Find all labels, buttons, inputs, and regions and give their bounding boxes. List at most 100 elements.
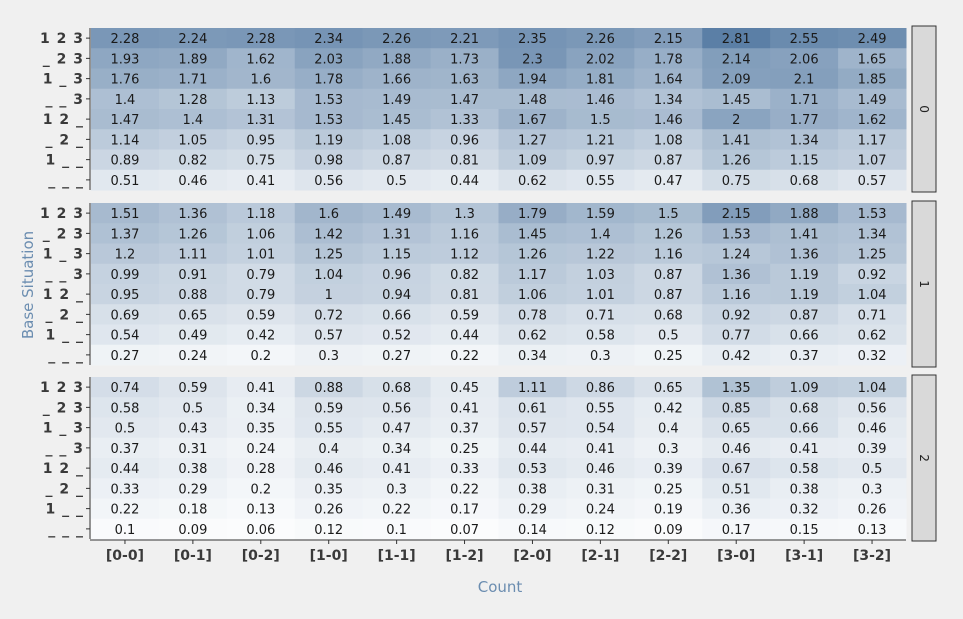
cell-value-label: 0.35 bbox=[314, 482, 343, 497]
heat-cell bbox=[498, 149, 567, 171]
heat-cell bbox=[498, 498, 567, 520]
facet-strip bbox=[911, 25, 937, 193]
cell-value-label: 2.55 bbox=[790, 32, 819, 47]
cell-value-label: 0.79 bbox=[246, 288, 275, 303]
cell-value-label: 0.22 bbox=[110, 503, 139, 518]
cell-value-label: 0.27 bbox=[382, 349, 411, 364]
facet-strip bbox=[911, 374, 937, 542]
heat-cell bbox=[566, 68, 635, 90]
heat-cell bbox=[158, 417, 228, 439]
cell-value-label: 1.09 bbox=[790, 381, 819, 396]
cell-value-label: 0.47 bbox=[382, 422, 411, 437]
cell-value-label: 1.11 bbox=[518, 381, 547, 396]
heat-cell bbox=[294, 48, 364, 69]
x-tick-label: [2-2] bbox=[649, 548, 687, 564]
x-axis-title: Count bbox=[478, 578, 523, 596]
panel-0: 2.28 2.24 2.28 2.34 2.26 2.21 2.35 2.26 2.15 2.81… bbox=[40, 25, 937, 193]
cell-value-label: 1.49 bbox=[382, 207, 411, 222]
heat-cell bbox=[702, 149, 771, 171]
heat-cell bbox=[362, 417, 432, 439]
heat-cell bbox=[158, 324, 228, 346]
heat-cell bbox=[294, 223, 364, 244]
heat-cell bbox=[158, 478, 228, 499]
heat-cell bbox=[838, 263, 907, 285]
cell-value-label: 0.19 bbox=[654, 503, 683, 518]
heat-cell bbox=[430, 324, 499, 346]
cell-value-label: 1.4 bbox=[590, 227, 611, 242]
heat-cell bbox=[430, 344, 499, 366]
heat-cell bbox=[226, 304, 296, 325]
heat-cell bbox=[91, 223, 160, 244]
cell-value-label: 0.57 bbox=[518, 422, 547, 437]
heat-cell bbox=[158, 498, 228, 520]
x-tick-label: [3-1] bbox=[785, 548, 823, 564]
heat-cell bbox=[430, 458, 499, 479]
cell-value-label: 0.38 bbox=[178, 462, 207, 477]
heat-cell bbox=[430, 203, 499, 224]
cell-value-label: 0.59 bbox=[450, 308, 479, 323]
heat-cell bbox=[91, 243, 160, 265]
heat-cell bbox=[294, 304, 364, 325]
cell-value-label: 2.02 bbox=[586, 52, 615, 67]
cell-value-label: 0.38 bbox=[518, 482, 547, 497]
heat-cell bbox=[158, 88, 228, 110]
cell-value-label: 0.65 bbox=[178, 308, 207, 323]
cell-value-label: 1.67 bbox=[518, 113, 547, 128]
cell-value-label: 0.98 bbox=[314, 154, 343, 169]
heat-cell bbox=[158, 109, 228, 130]
heat-cell bbox=[634, 88, 703, 110]
cell-value-label: 0.46 bbox=[586, 462, 615, 477]
cell-value-label: 0.88 bbox=[314, 381, 343, 396]
cell-value-label: 1.07 bbox=[858, 154, 887, 169]
cell-value-label: 0.82 bbox=[450, 268, 479, 283]
cell-value-label: 0.62 bbox=[858, 329, 887, 344]
heat-cell bbox=[566, 243, 635, 265]
heat-cell bbox=[498, 109, 567, 130]
heat-cell bbox=[634, 243, 703, 265]
heat-cell bbox=[294, 417, 364, 439]
cell-value-label: 1.73 bbox=[450, 52, 479, 67]
facet-strip-label: 2 bbox=[917, 454, 931, 462]
heat-cell bbox=[294, 28, 364, 49]
heat-cell bbox=[226, 243, 296, 265]
heat-cell bbox=[566, 109, 635, 130]
cell-value-label: 0.39 bbox=[858, 442, 887, 457]
heat-cell bbox=[838, 284, 907, 305]
heat-cell bbox=[226, 28, 296, 49]
heat-cell bbox=[770, 478, 839, 499]
heat-cell bbox=[362, 437, 432, 459]
y-tick-label: 1 _ 3 bbox=[43, 72, 84, 88]
heat-cell bbox=[566, 458, 635, 479]
cell-value-label: 0.55 bbox=[314, 422, 343, 437]
cell-value-label: 1.3 bbox=[454, 207, 475, 222]
heat-cell bbox=[294, 68, 364, 90]
cell-value-label: 1.34 bbox=[790, 133, 819, 148]
cell-value-label: 1.63 bbox=[450, 73, 479, 88]
cell-value-label: 0.62 bbox=[518, 329, 547, 344]
heat-cell bbox=[838, 203, 907, 224]
cell-value-label: 0.4 bbox=[658, 422, 679, 437]
heat-cell bbox=[770, 149, 839, 171]
cell-value-label: 0.33 bbox=[110, 482, 139, 497]
facet-strip-label: 1 bbox=[917, 280, 931, 288]
y-tick-label: _ 2 3 bbox=[43, 51, 84, 67]
x-tick-label: [0-1] bbox=[174, 548, 212, 564]
cell-value-label: 0.75 bbox=[722, 174, 751, 189]
cell-value-label: 1.26 bbox=[178, 227, 207, 242]
cell-value-label: 0.99 bbox=[110, 268, 139, 283]
heat-cell bbox=[91, 284, 160, 305]
cell-value-label: 0.35 bbox=[246, 422, 275, 437]
heat-cell bbox=[566, 203, 635, 224]
cell-value-label: 0.34 bbox=[518, 349, 547, 364]
cell-value-label: 0.18 bbox=[178, 503, 207, 518]
heat-cell bbox=[498, 284, 567, 305]
cell-value-label: 0.97 bbox=[586, 154, 615, 169]
heat-cell bbox=[362, 149, 432, 171]
cell-value-label: 1.5 bbox=[590, 113, 611, 128]
cell-value-label: 2.15 bbox=[654, 32, 683, 47]
heat-cell bbox=[362, 68, 432, 90]
cell-value-label: 0.26 bbox=[858, 503, 887, 518]
cell-value-label: 0.44 bbox=[450, 174, 479, 189]
heat-cell bbox=[770, 518, 839, 540]
